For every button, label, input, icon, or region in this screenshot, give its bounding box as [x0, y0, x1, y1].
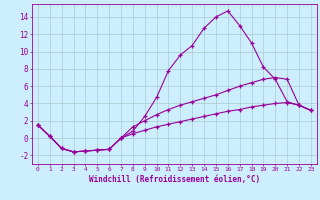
X-axis label: Windchill (Refroidissement éolien,°C): Windchill (Refroidissement éolien,°C)	[89, 175, 260, 184]
